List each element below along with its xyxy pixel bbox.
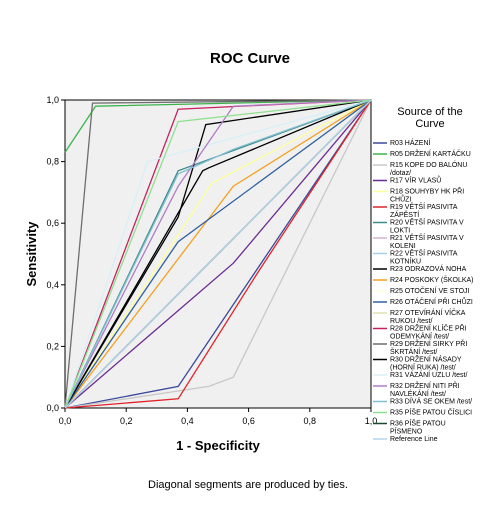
legend-title: Curve — [415, 118, 444, 130]
legend-entry-label: R24 POSKOKY (ŠKOLKA) — [390, 275, 474, 284]
series-layer — [64, 99, 372, 409]
legend-entry-label: R03 HÁZENÍ — [390, 138, 431, 147]
legend-entry-label: (HORNÍ RUKA) /test/ — [390, 363, 456, 372]
x-axis: 0,0 0,2 0,4 0,6 0,8 1,0 — [59, 408, 378, 426]
roc-series-line-21 — [64, 99, 372, 409]
legend-entry-label: ZÁPĚSTÍ — [390, 210, 419, 219]
legend-entry-label: /dotaz/ — [390, 170, 411, 177]
legend-entry-label: R32 DRŽENÍ NITI PŘI — [390, 381, 460, 390]
legend-entry-label: R23 ODRAZOVÁ NOHA — [390, 264, 467, 273]
roc-series-line-5 — [64, 99, 372, 409]
y-tick-label: 0,6 — [46, 218, 59, 228]
legend-entry-label: R29 DRŽENÍ SIRKY PŘI — [390, 339, 467, 348]
legend-entry-label: ŠKRTÁNÍ /test/ — [390, 347, 437, 356]
legend-entry-label: Reference Line — [390, 436, 438, 443]
legend-entry-label: R21 VĚTŠÍ PASIVITA V — [390, 233, 464, 242]
legend-entry-label: R25 OTOČENÍ VE STOJI — [390, 286, 470, 295]
legend-entry-label: NAVLÉKÁNÍ /test/ — [390, 389, 446, 398]
legend-entry-label: R35 PÍŠE PATOU ČÍSLICI — [390, 408, 472, 417]
roc-series-line-3 — [64, 99, 372, 409]
legend-entry-label: R30 DRŽENÍ NÁSADY — [390, 355, 462, 364]
footnote: Diagonal segments are produced by ties. — [148, 479, 348, 491]
legend-entry-label: KOTNÍKU — [390, 257, 421, 266]
legend-entry-label: R26 OTÁČENÍ PŘI CHŮZI — [390, 297, 473, 306]
roc-series-line-4 — [64, 99, 372, 409]
chart-title: ROC Curve — [210, 50, 290, 67]
legend-entry-label: R19 VĚTŠÍ PASIVITA — [390, 202, 458, 211]
roc-series-line-1 — [64, 99, 372, 409]
roc-series-line-2 — [64, 99, 372, 153]
legend-entry-label: LOKTI — [390, 228, 410, 235]
x-tick-label: 0,0 — [59, 416, 72, 426]
roc-series-line-6 — [64, 99, 372, 409]
legend-entry-label: R28 DRŽENÍ KLÍČE PŘI — [390, 324, 467, 333]
x-axis-title: 1 - Specificity — [176, 438, 261, 453]
x-tick-label: 1,0 — [365, 416, 378, 426]
x-tick-label: 0,6 — [242, 416, 255, 426]
y-tick-label: 0,0 — [46, 403, 59, 413]
legend-entry-label: R36 PÍŠE PATOU — [390, 419, 446, 428]
roc-series-line-13 — [64, 99, 372, 409]
y-tick-label: 0,2 — [46, 341, 59, 351]
legend-entry-label: ODEMYKÁNÍ /test/ — [390, 332, 449, 341]
y-axis-title: Sensitivity — [24, 221, 39, 287]
roc-series-line-10 — [64, 99, 372, 409]
y-tick-label: 0,8 — [46, 157, 59, 167]
legend-entry-label: R05 DRŽENÍ KARTÁČKU — [390, 149, 471, 158]
legend-entry-label: R31 VÁZÁNÍ UZLU /test/ — [390, 370, 467, 379]
legend-entry-label: CHŮZI — [390, 195, 411, 204]
legend-entry-label: R18 SOUHYBY HK PŘI — [390, 187, 464, 196]
roc-series-line-19 — [64, 99, 372, 409]
y-axis: 0,0 0,2 0,4 0,6 0,8 1,0 — [46, 95, 65, 413]
legend-entry-label: R22 VĚTŠÍ PASIVITA — [390, 249, 458, 258]
legend-entry-label: KOLENI — [390, 243, 416, 250]
legend-entry-label: R15 KOPE DO BALÓNU — [390, 160, 467, 169]
roc-series-line-16 — [64, 99, 372, 409]
x-tick-label: 0,2 — [120, 416, 133, 426]
roc-series-line-18 — [64, 99, 372, 409]
y-tick-label: 1,0 — [46, 95, 59, 105]
legend-entry-label: R33 DÍVÁ SE OKEM /test/ — [390, 397, 472, 406]
x-tick-label: 0,4 — [181, 416, 194, 426]
y-tick-label: 0,4 — [46, 280, 59, 290]
legend-entry-label: PÍSMENO — [390, 427, 423, 436]
legend-title: Source of the — [397, 106, 462, 118]
roc-series-line-20 — [64, 99, 372, 409]
roc-series-line-23 — [64, 99, 372, 409]
legend-entry-label: R27 OTEVÍRÁNÍ VÍČKA — [390, 308, 466, 317]
roc-series-line-11 — [64, 99, 372, 409]
roc-series-line-17 — [64, 99, 372, 409]
x-tick-label: 0,8 — [304, 416, 317, 426]
legend-entry-label: R20 VĚTŠÍ PASIVITA V — [390, 218, 464, 227]
legend-entry-label: RUKOU /test/ — [390, 318, 432, 325]
legend-entry-label: R17 VÍR VLASŮ — [390, 176, 441, 185]
